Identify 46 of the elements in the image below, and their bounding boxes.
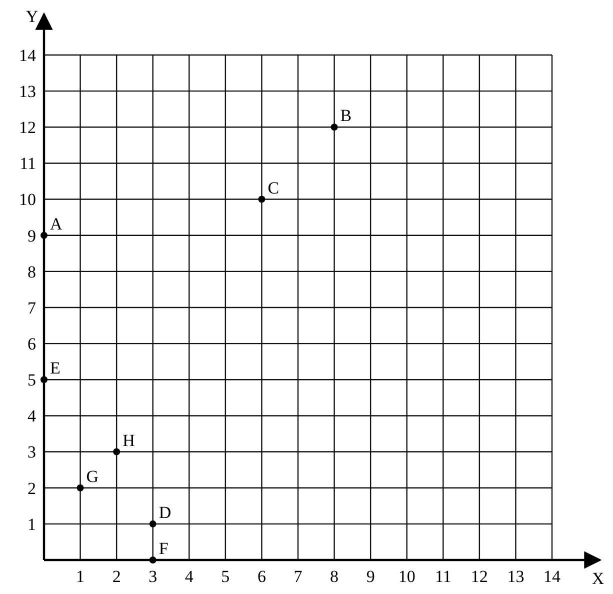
y-tick-label: 12 — [19, 118, 36, 138]
annotation: B — [340, 106, 352, 126]
annotation: H — [122, 430, 135, 450]
annotation: A — [50, 214, 63, 234]
y-tick-label: 1 — [28, 514, 36, 534]
annotation: D — [158, 502, 172, 522]
x-tick-label: 3 — [148, 567, 158, 586]
x-tick-label: 14 — [544, 567, 561, 586]
x-tick-label: 6 — [257, 567, 266, 586]
y-tick-label: 5 — [28, 370, 36, 390]
point — [76, 484, 84, 492]
y-tick-label: 3 — [28, 442, 36, 462]
y-tick-label: 13 — [19, 82, 36, 102]
x-tick-label: 9 — [366, 567, 375, 586]
point — [149, 556, 156, 564]
x-tick-label: 10 — [398, 567, 416, 586]
y-tick-label: 2 — [28, 478, 36, 498]
x-tick-label: 4 — [184, 567, 194, 586]
annotation: F — [158, 539, 168, 558]
y-tick-label: 10 — [19, 190, 36, 210]
y-tick-label: 11 — [20, 154, 36, 174]
y-tick-label: 8 — [28, 262, 36, 282]
point — [330, 124, 338, 131]
y-tick-label: 7 — [28, 298, 36, 318]
x-tick-label: 11 — [434, 567, 452, 586]
point — [258, 196, 266, 203]
annotation: G — [86, 466, 99, 486]
point — [40, 376, 48, 384]
y-tick-label: 6 — [28, 334, 36, 354]
y-axis-title: Y — [26, 7, 38, 26]
x-tick-label: 1 — [76, 567, 85, 586]
point — [113, 448, 120, 456]
annotation: E — [50, 358, 60, 378]
x-tick-label: 2 — [112, 567, 121, 586]
x-axis-title: X — [592, 569, 604, 588]
x-tick-label: 12 — [470, 567, 488, 586]
y-tick-label: 14 — [19, 46, 36, 65]
x-tick-label: 5 — [221, 567, 230, 586]
y-tick-label: 4 — [28, 406, 36, 426]
x-tick-label: 13 — [507, 567, 524, 586]
x-tick-label: 7 — [294, 567, 303, 586]
annotation: C — [268, 178, 280, 198]
x-tick-label: 8 — [330, 567, 339, 586]
point — [149, 520, 156, 528]
y-tick-label: 9 — [28, 226, 36, 246]
point — [40, 232, 48, 239]
